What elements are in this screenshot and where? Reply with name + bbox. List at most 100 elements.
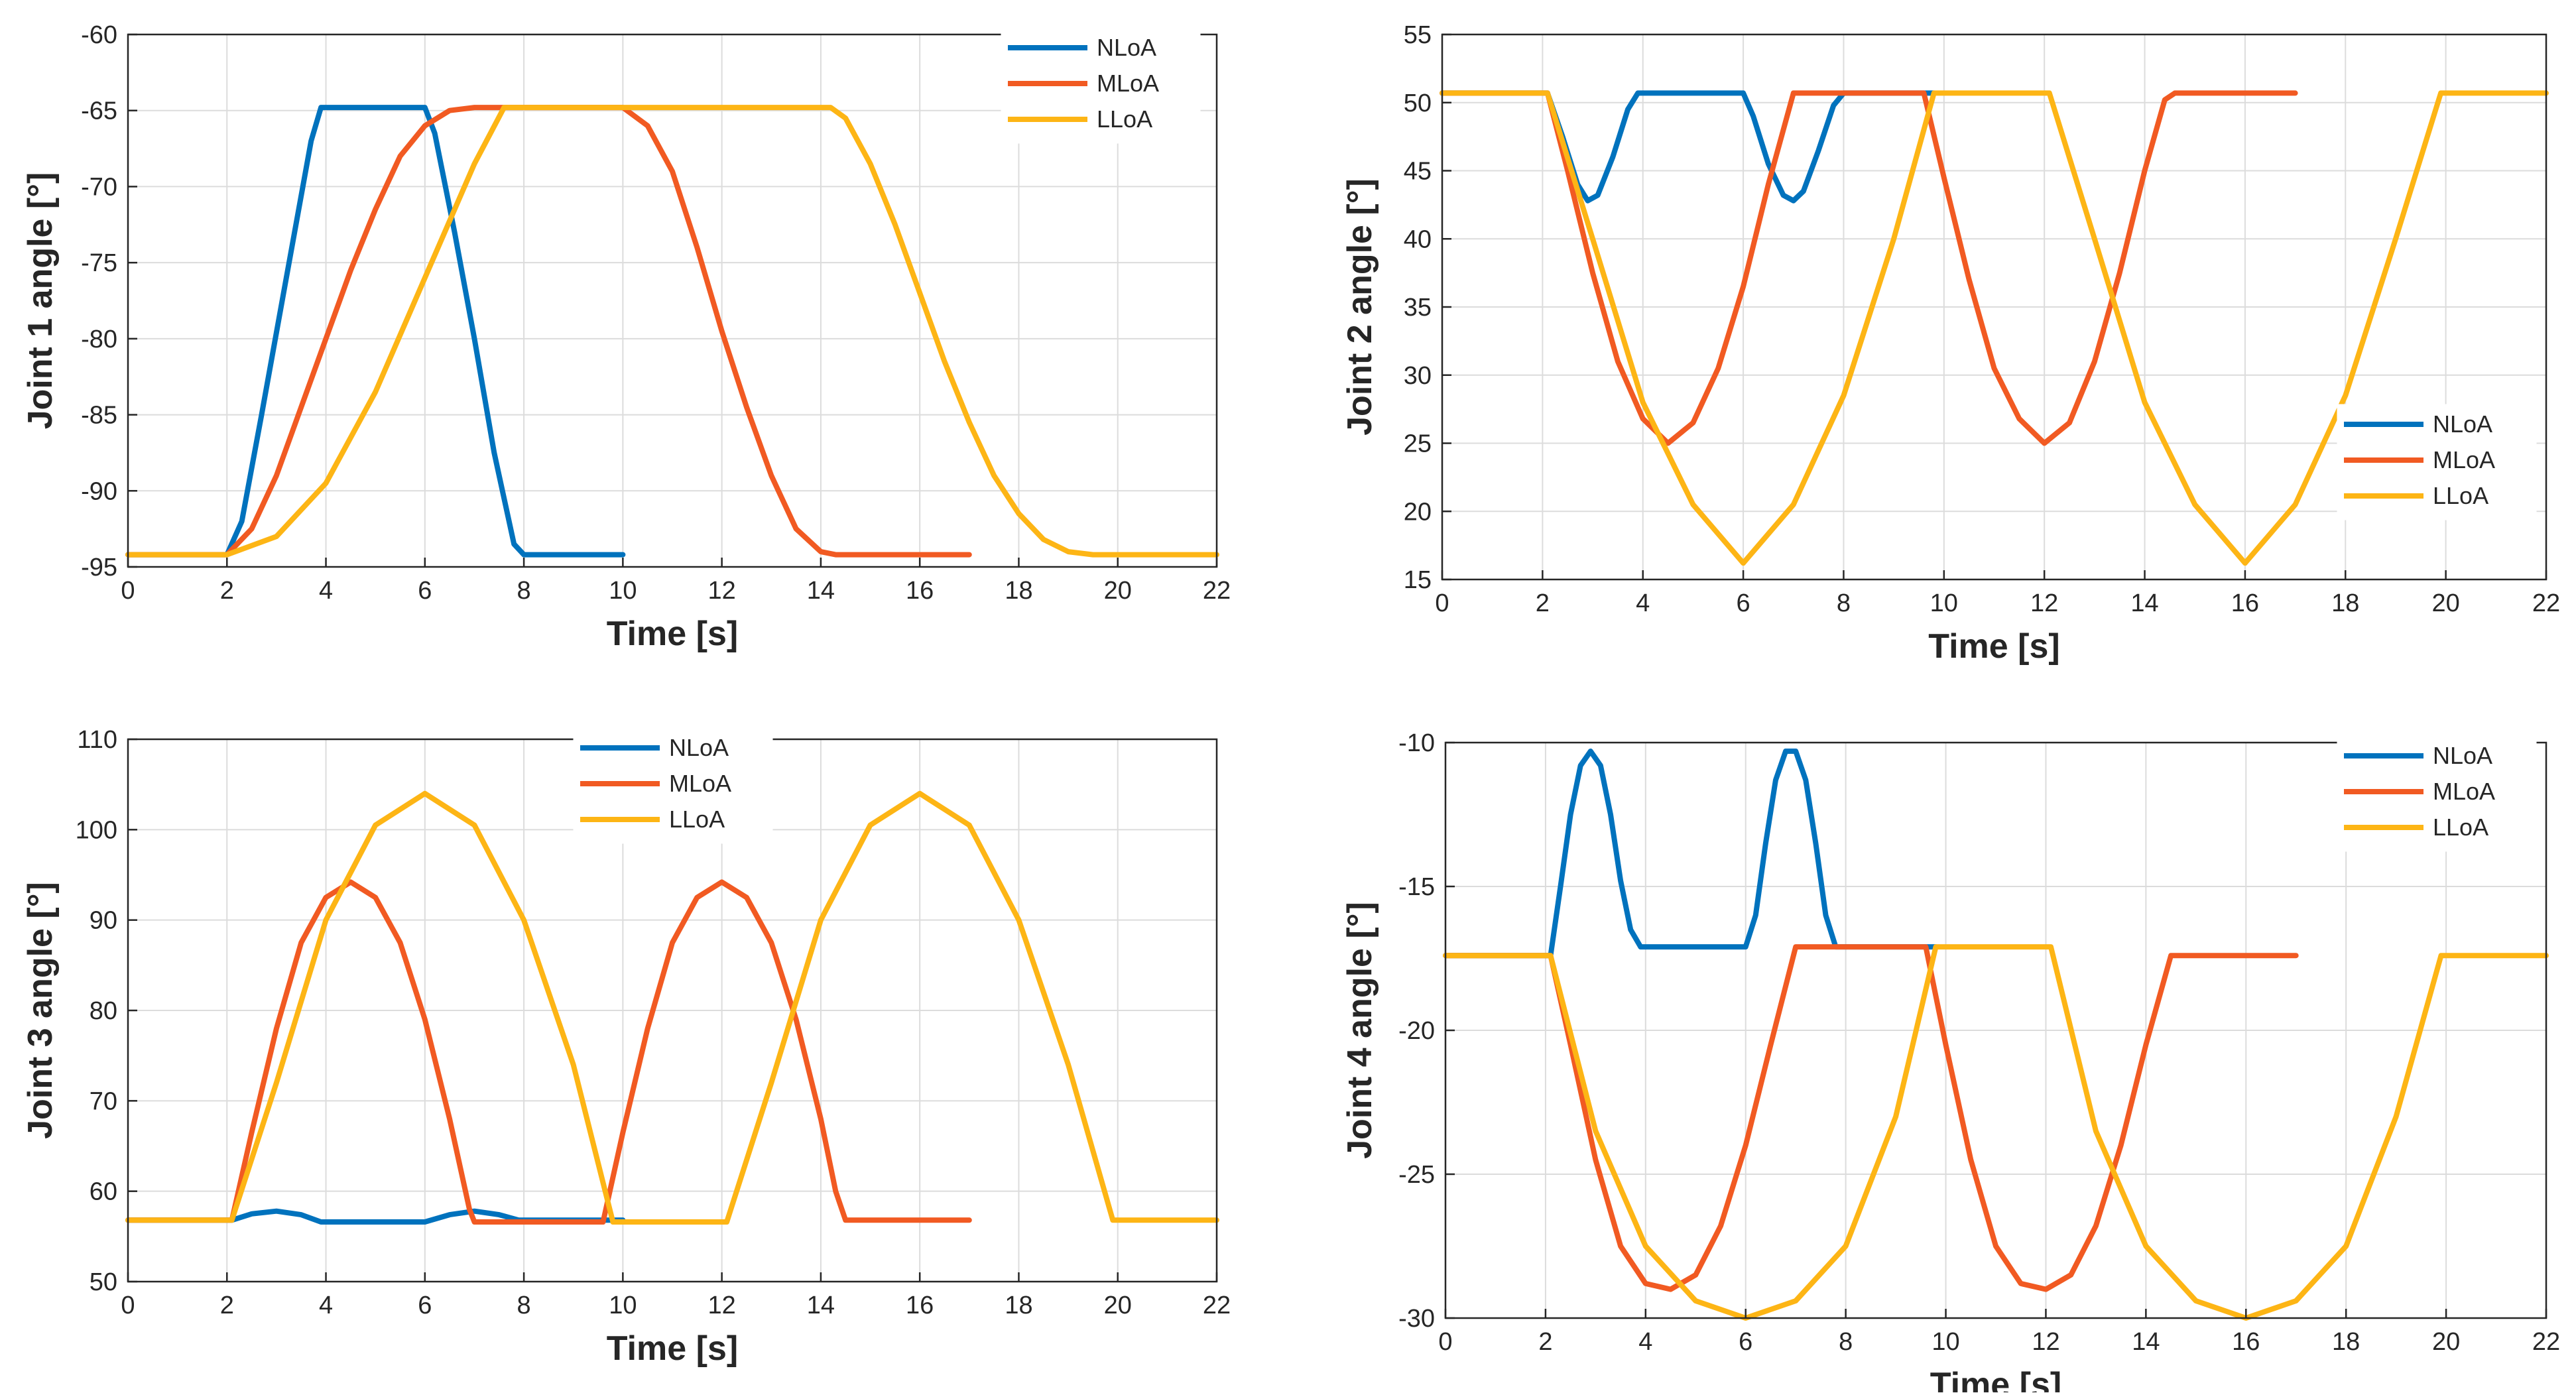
y-tick-label: 70 [90,1087,117,1115]
x-tick-label: 6 [418,1292,432,1319]
joint2-chart: 0 2 4 6 8 10 12 14 16 18 20 22 15 20 25 30 35 40 45 50 55 Tim… [1319,0,2573,690]
x-tick-label: 12 [2032,1328,2059,1356]
x-tick-label: 20 [1104,1292,1132,1319]
x-tick-label: 16 [906,1292,934,1319]
x-tick-label: 14 [807,577,835,605]
x-tick-label: 12 [707,577,735,605]
x-tick-label: 6 [1739,1328,1752,1356]
grid [1445,742,2547,1319]
x-tick-label: 12 [707,1292,735,1319]
x-tick-label: 6 [418,577,432,605]
y-tick-label: -60 [81,21,117,49]
axes-frame [127,33,1218,568]
series-line-lloa [125,790,1219,1225]
x-tick-label: 4 [319,1292,333,1319]
series-line-lloa [125,105,1219,558]
x-tick-label: 2 [1538,1328,1552,1356]
legend-label-mloa: MLoA [669,770,731,797]
y-tick-label: -75 [81,249,117,277]
x-tick-label: 0 [1435,589,1449,617]
x-tick-label: 16 [906,577,934,605]
y-tick-label: 60 [90,1178,117,1206]
y-tick-label: 20 [1404,498,1432,526]
x-tick-label: 10 [609,1292,637,1319]
y-tick-label: 35 [1404,294,1432,322]
x-tick-label: 14 [2132,1328,2160,1356]
legend-label-nloa: NLoA [1097,34,1156,61]
x-tick-label: 16 [2231,589,2259,617]
x-tick-label: 8 [1837,589,1851,617]
x-tick-label: 12 [2030,589,2058,617]
x-tick-label: 8 [1839,1328,1853,1356]
x-axis-label: Time [s] [607,1329,738,1368]
joint4-chart: 0 2 4 6 8 10 12 14 16 18 20 22 -30 -25 -20 -15 -10 Time [… [1319,703,2573,1392]
x-tick-label: 20 [2431,589,2459,617]
legend-label-nloa: NLoA [2433,410,2492,438]
legend-label-lloa: LLoA [669,806,725,833]
x-tick-label: 2 [220,577,234,605]
x-tick-label: 22 [1203,1292,1231,1319]
legend-label-lloa: LLoA [1097,105,1152,133]
x-tick-label: 22 [1203,577,1231,605]
x-tick-label: 10 [1932,1328,1959,1356]
y-tick-label: 80 [90,997,117,1025]
y-axis-label: Joint 3 angle [°] [21,882,60,1139]
chart-svg: 0 2 4 6 8 10 12 14 16 18 20 22 15 20 25 30 35 40 45 50 55 Tim… [1341,21,2560,666]
x-axis-label: Time [s] [1928,627,2059,666]
legend-label-mloa: MLoA [1097,70,1159,97]
y-tick-label: -80 [81,326,117,353]
x-tick-label: 16 [2232,1328,2260,1356]
y-tick-label: 40 [1404,225,1432,253]
x-tick-label: 14 [2130,589,2158,617]
x-tick-label: 20 [2432,1328,2460,1356]
x-tick-label: 8 [517,1292,531,1319]
series-group [125,105,1219,558]
legend: NLoA MLoA LLoA [1001,27,1201,144]
series-line-lloa [1443,944,2549,1321]
legend-label-nloa: NLoA [2433,742,2492,769]
y-axis-label: Joint 4 angle [°] [1341,902,1379,1159]
legend: NLoA MLoA LLoA [573,727,773,844]
x-tick-label: 18 [2332,1328,2360,1356]
legend-label-nloa: NLoA [669,734,729,761]
y-axis-label: Joint 1 angle [°] [21,172,60,430]
legend: NLoA MLoA LLoA [2337,735,2537,852]
y-tick-label: 110 [77,726,117,754]
legend: NLoA MLoA LLoA [2337,404,2537,520]
x-tick-label: 22 [2532,1328,2560,1356]
x-tick-label: 4 [319,577,333,605]
y-tick-label: -90 [81,477,117,505]
x-tick-label: 10 [609,577,637,605]
y-tick-label: -20 [1398,1017,1435,1045]
y-tick-label: 55 [1404,21,1432,49]
y-tick-label: -15 [1398,873,1435,901]
series-group [125,790,1219,1225]
y-tick-label: 15 [1404,566,1432,594]
x-tick-label: 18 [1005,577,1032,605]
legend-label-lloa: LLoA [2433,482,2488,509]
chart-svg: 0 2 4 6 8 10 12 14 16 18 20 22 -30 -25 -20 -15 -10 Time [… [1341,729,2560,1392]
y-tick-label: 90 [90,907,117,935]
y-tick-label: -10 [1398,729,1435,757]
y-tick-label: 25 [1404,430,1432,458]
joint1-chart: 0 2 4 6 8 10 12 14 16 18 20 22 -95 -90 -85 -80 -75 -70 -65… [0,0,1253,690]
y-tick-label: 30 [1404,362,1432,390]
x-tick-label: 2 [1536,589,1550,617]
y-tick-label: 100 [76,816,117,844]
x-tick-label: 18 [1005,1292,1032,1319]
series-line-mloa [1440,90,2298,446]
y-tick-label: -65 [81,97,117,125]
x-tick-label: 0 [121,577,135,605]
y-tick-label: 45 [1404,158,1432,186]
chart-svg: 0 2 4 6 8 10 12 14 16 18 20 22 -95 -90 -85 -80 -75 -70 -65… [21,21,1231,653]
series-line-nloa [125,1208,626,1225]
y-tick-label: -30 [1398,1305,1435,1333]
y-tick-label: -85 [81,402,117,430]
series-line-mloa [1443,944,2299,1292]
chart-svg: 0 2 4 6 8 10 12 14 16 18 20 22 50 60 70 80 90 100 110 Time … [21,726,1231,1368]
legend-label-lloa: LLoA [2433,814,2488,841]
x-tick-label: 10 [1930,589,1958,617]
series-line-nloa [125,105,626,558]
y-tick-label: 50 [1404,90,1432,117]
x-tick-label: 4 [1638,1328,1652,1356]
